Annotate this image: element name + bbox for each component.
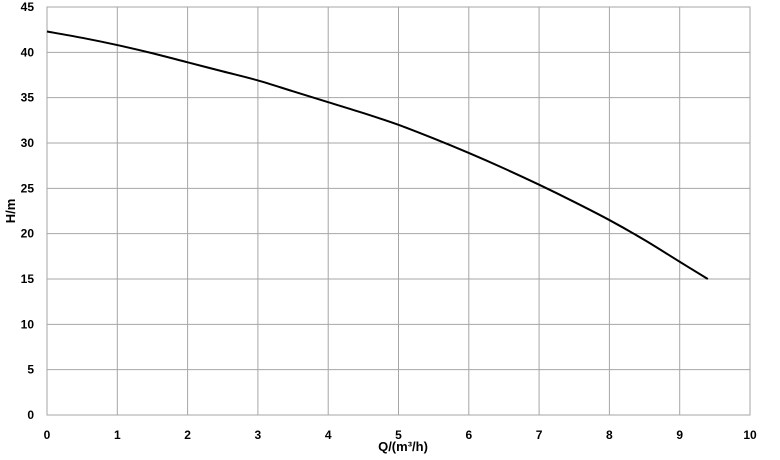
y-tick-label: 35: [21, 91, 35, 105]
y-tick-label: 45: [21, 0, 35, 14]
y-tick-label: 25: [21, 181, 35, 195]
y-axis-title: H/m: [3, 199, 18, 224]
series-line: [46, 30, 709, 280]
x-tick-label: 3: [255, 428, 262, 442]
y-tick-label: 5: [27, 363, 34, 377]
x-tick-label: 2: [184, 428, 191, 442]
y-tick-label: 15: [21, 272, 35, 286]
x-axis-title: Q/(m³/h): [378, 439, 428, 454]
series-layer: [46, 30, 709, 280]
x-tick-label: 10: [743, 428, 757, 442]
x-tick-label: 7: [536, 428, 543, 442]
gridlines: [46, 6, 751, 416]
x-tick-label: 0: [44, 428, 51, 442]
y-tick-label: 20: [21, 227, 35, 241]
x-tick-label: 5: [395, 428, 402, 442]
y-tick-label: 10: [21, 317, 35, 331]
x-tick-label: 9: [676, 428, 683, 442]
x-tick-label: 1: [114, 428, 121, 442]
x-tick-label: 8: [606, 428, 613, 442]
x-tick-label: 4: [325, 428, 332, 442]
y-tick-label: 40: [21, 45, 35, 59]
y-tick-label: 0: [27, 408, 34, 422]
x-tick-label: 6: [465, 428, 472, 442]
y-tick-label: 30: [21, 136, 35, 150]
